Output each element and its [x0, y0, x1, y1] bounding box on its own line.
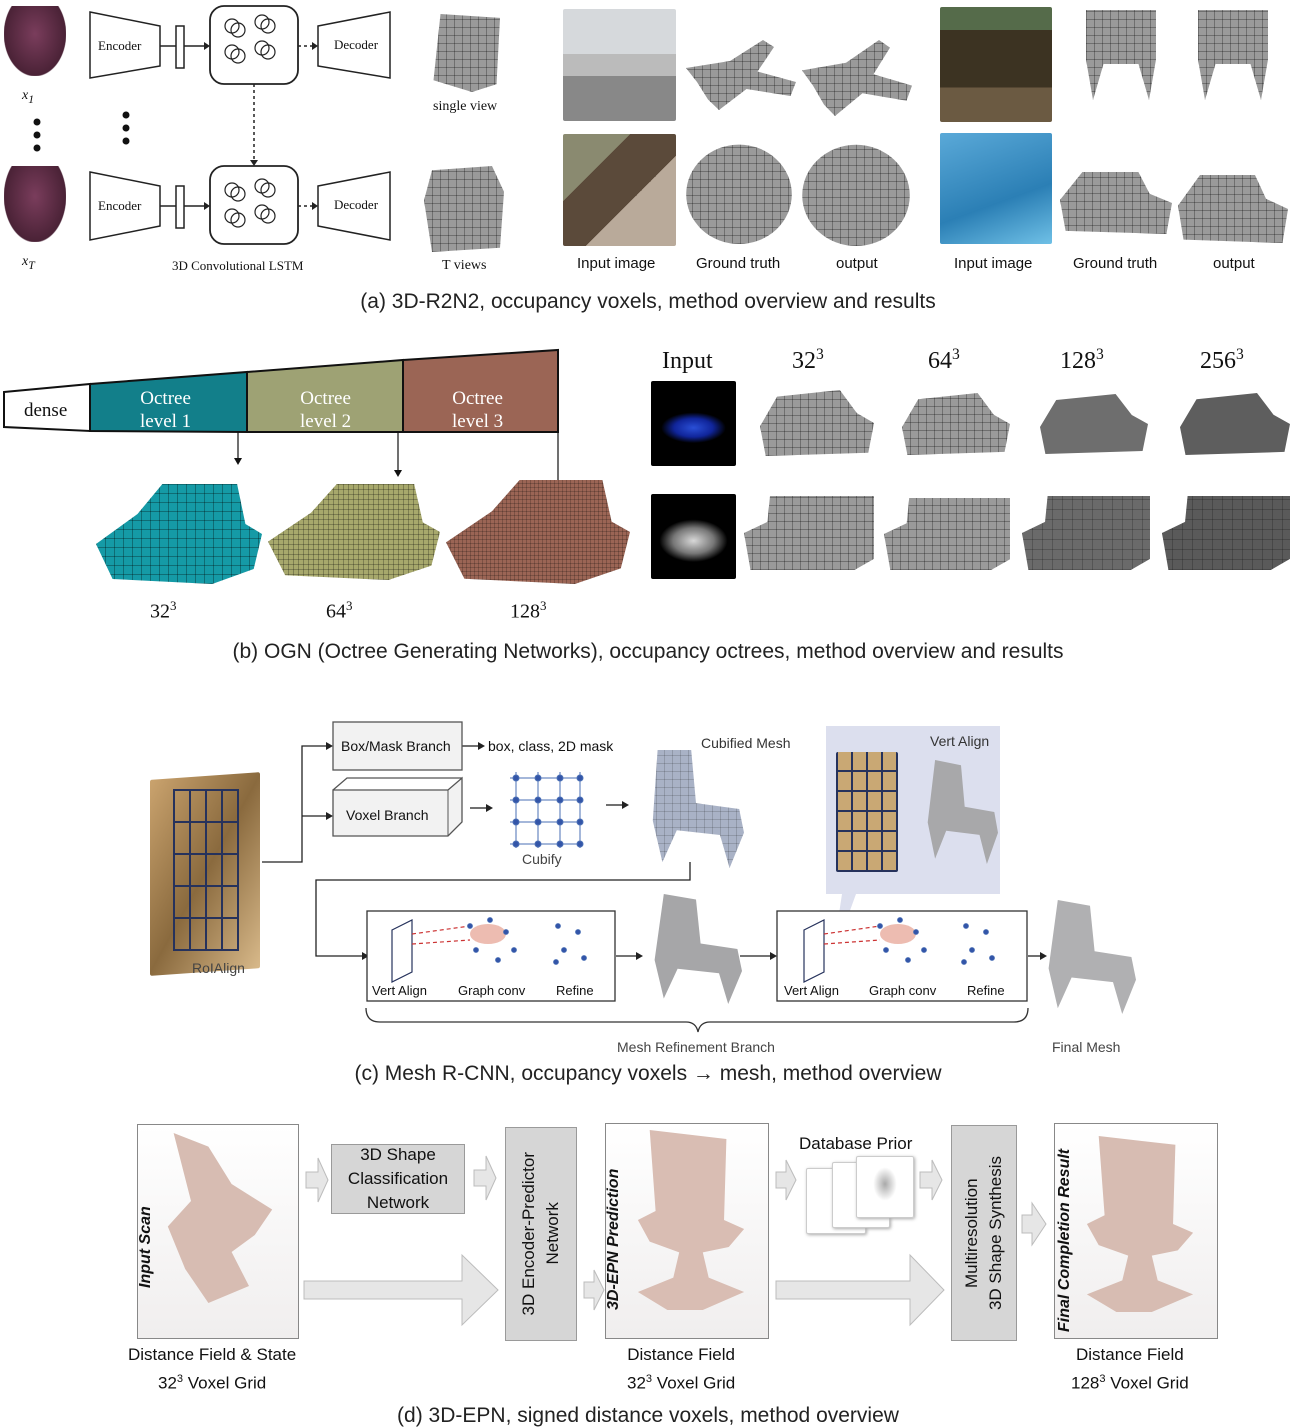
database-prior-label: Database Prior: [799, 1134, 913, 1153]
bike-ground-truth: [686, 144, 792, 244]
octree-wedge: [3, 348, 562, 487]
cubify-label: Cubify: [522, 851, 562, 867]
decoder-label-1: Decoder: [334, 37, 379, 52]
bike-input-image: [563, 134, 676, 246]
col-output-left: output: [836, 255, 878, 272]
epn-prediction-frame: [605, 1123, 769, 1339]
caption-d: (d) 3D-EPN, signed distance voxels, meth…: [397, 1404, 899, 1427]
stage2-vert-align: Vert Align: [784, 983, 839, 998]
res-64: 643: [326, 598, 353, 623]
box-mask-output: box, class, 2D mask: [488, 738, 614, 754]
octree-level-3: Octree level 3: [452, 388, 504, 432]
res-128: 1283: [510, 598, 547, 623]
octree-car-32: [96, 484, 262, 584]
input-header: Input: [662, 348, 713, 374]
grid-label-epn: Distance Field 323 Voxel Grid: [627, 1345, 736, 1393]
single-view-label: single view: [433, 99, 498, 114]
shape-synthesis: Multiresolution 3D Shape Synthesis: [951, 1125, 1017, 1341]
header-64: 643: [928, 346, 960, 374]
truck-64: [884, 498, 1010, 570]
roialign-label: RoIAlign: [192, 960, 245, 976]
mesh-refinement-branch-label: Mesh Refinement Branch: [617, 1039, 775, 1055]
octree-level-2: Octree level 2: [300, 388, 352, 432]
decoder-label-2: Decoder: [334, 197, 379, 212]
final-result-shape: [1086, 1136, 1194, 1312]
t-views-voxel: [424, 166, 504, 252]
header-128: 1283: [1060, 346, 1104, 374]
input-truck-render: [651, 494, 736, 579]
grid-label-input: Distance Field & State 323 Voxel Grid: [128, 1345, 297, 1393]
col-input-right: Input image: [954, 255, 1033, 272]
final-mesh-label: Final Mesh: [1052, 1039, 1121, 1055]
stage1-graph-conv: Graph conv: [458, 983, 526, 998]
col-input-left: Input image: [577, 255, 656, 272]
encoder-predictor-network: 3D Encoder-Predictor Network: [505, 1127, 577, 1341]
final-result-frame: [1054, 1123, 1218, 1339]
input-scan-frame: [137, 1124, 299, 1339]
header-32: 323: [792, 346, 824, 374]
voxel-branch: Voxel Branch: [346, 807, 429, 823]
stage2-refine: Refine: [967, 983, 1005, 998]
classification-network: 3D Shape Classification Network: [331, 1144, 465, 1214]
car-input-image: [940, 133, 1052, 244]
col-gt-right: Ground truth: [1073, 255, 1158, 272]
vert-align-inset-label: Vert Align: [930, 733, 990, 749]
caption-a: (a) 3D-R2N2, occupancy voxels, method ov…: [360, 290, 936, 313]
chair-input-t: [4, 166, 66, 242]
octree-level-1: Octree level 1: [140, 388, 192, 432]
stage2-graph-conv: Graph conv: [869, 983, 937, 998]
epn-prediction-shape: [637, 1130, 745, 1310]
caption-b: (b) OGN (Octree Generating Networks), oc…: [232, 640, 1064, 663]
stage1-refine: Refine: [556, 983, 594, 998]
xt-label: xT: [22, 254, 35, 272]
res-32: 323: [150, 598, 177, 623]
input-car-render: [651, 381, 736, 466]
single-view-voxel: [433, 14, 500, 92]
panel-c-diagram: [173, 721, 1047, 1033]
epn-prediction-label: 3D-EPN Prediction: [605, 1168, 622, 1310]
panel-a-diagram: [33, 5, 391, 245]
grid-label-final: Distance Field 1283 Voxel Grid: [1071, 1345, 1189, 1393]
chair-scene-input-image: [940, 7, 1052, 122]
col-output-right: output: [1213, 255, 1255, 272]
box-mask-branch: Box/Mask Branch: [341, 738, 451, 754]
encoder-label-1: Encoder: [98, 38, 142, 53]
cubified-mesh-label: Cubified Mesh: [701, 735, 791, 751]
database-prior-card-3: [856, 1156, 914, 1218]
lstm-label: 3D Convolutional LSTM: [172, 258, 304, 273]
x1-label: x1: [22, 88, 35, 106]
col-gt-left: Ground truth: [696, 255, 781, 272]
header-256: 2563: [1200, 346, 1244, 374]
encoder-label-2: Encoder: [98, 198, 142, 213]
caption-c: (c) Mesh R-CNN, occupancy voxels → mesh,…: [354, 1062, 942, 1085]
t-views-label: T views: [442, 258, 487, 273]
inset-image-grid: [836, 752, 898, 872]
bike-output: [802, 144, 910, 246]
dense-label: dense: [24, 400, 68, 421]
stage1-vert-align: Vert Align: [372, 983, 427, 998]
final-result-label: Final Completion Result: [1056, 1148, 1073, 1332]
airplane-input-image: [563, 9, 676, 121]
chair-input-1: [4, 6, 66, 76]
